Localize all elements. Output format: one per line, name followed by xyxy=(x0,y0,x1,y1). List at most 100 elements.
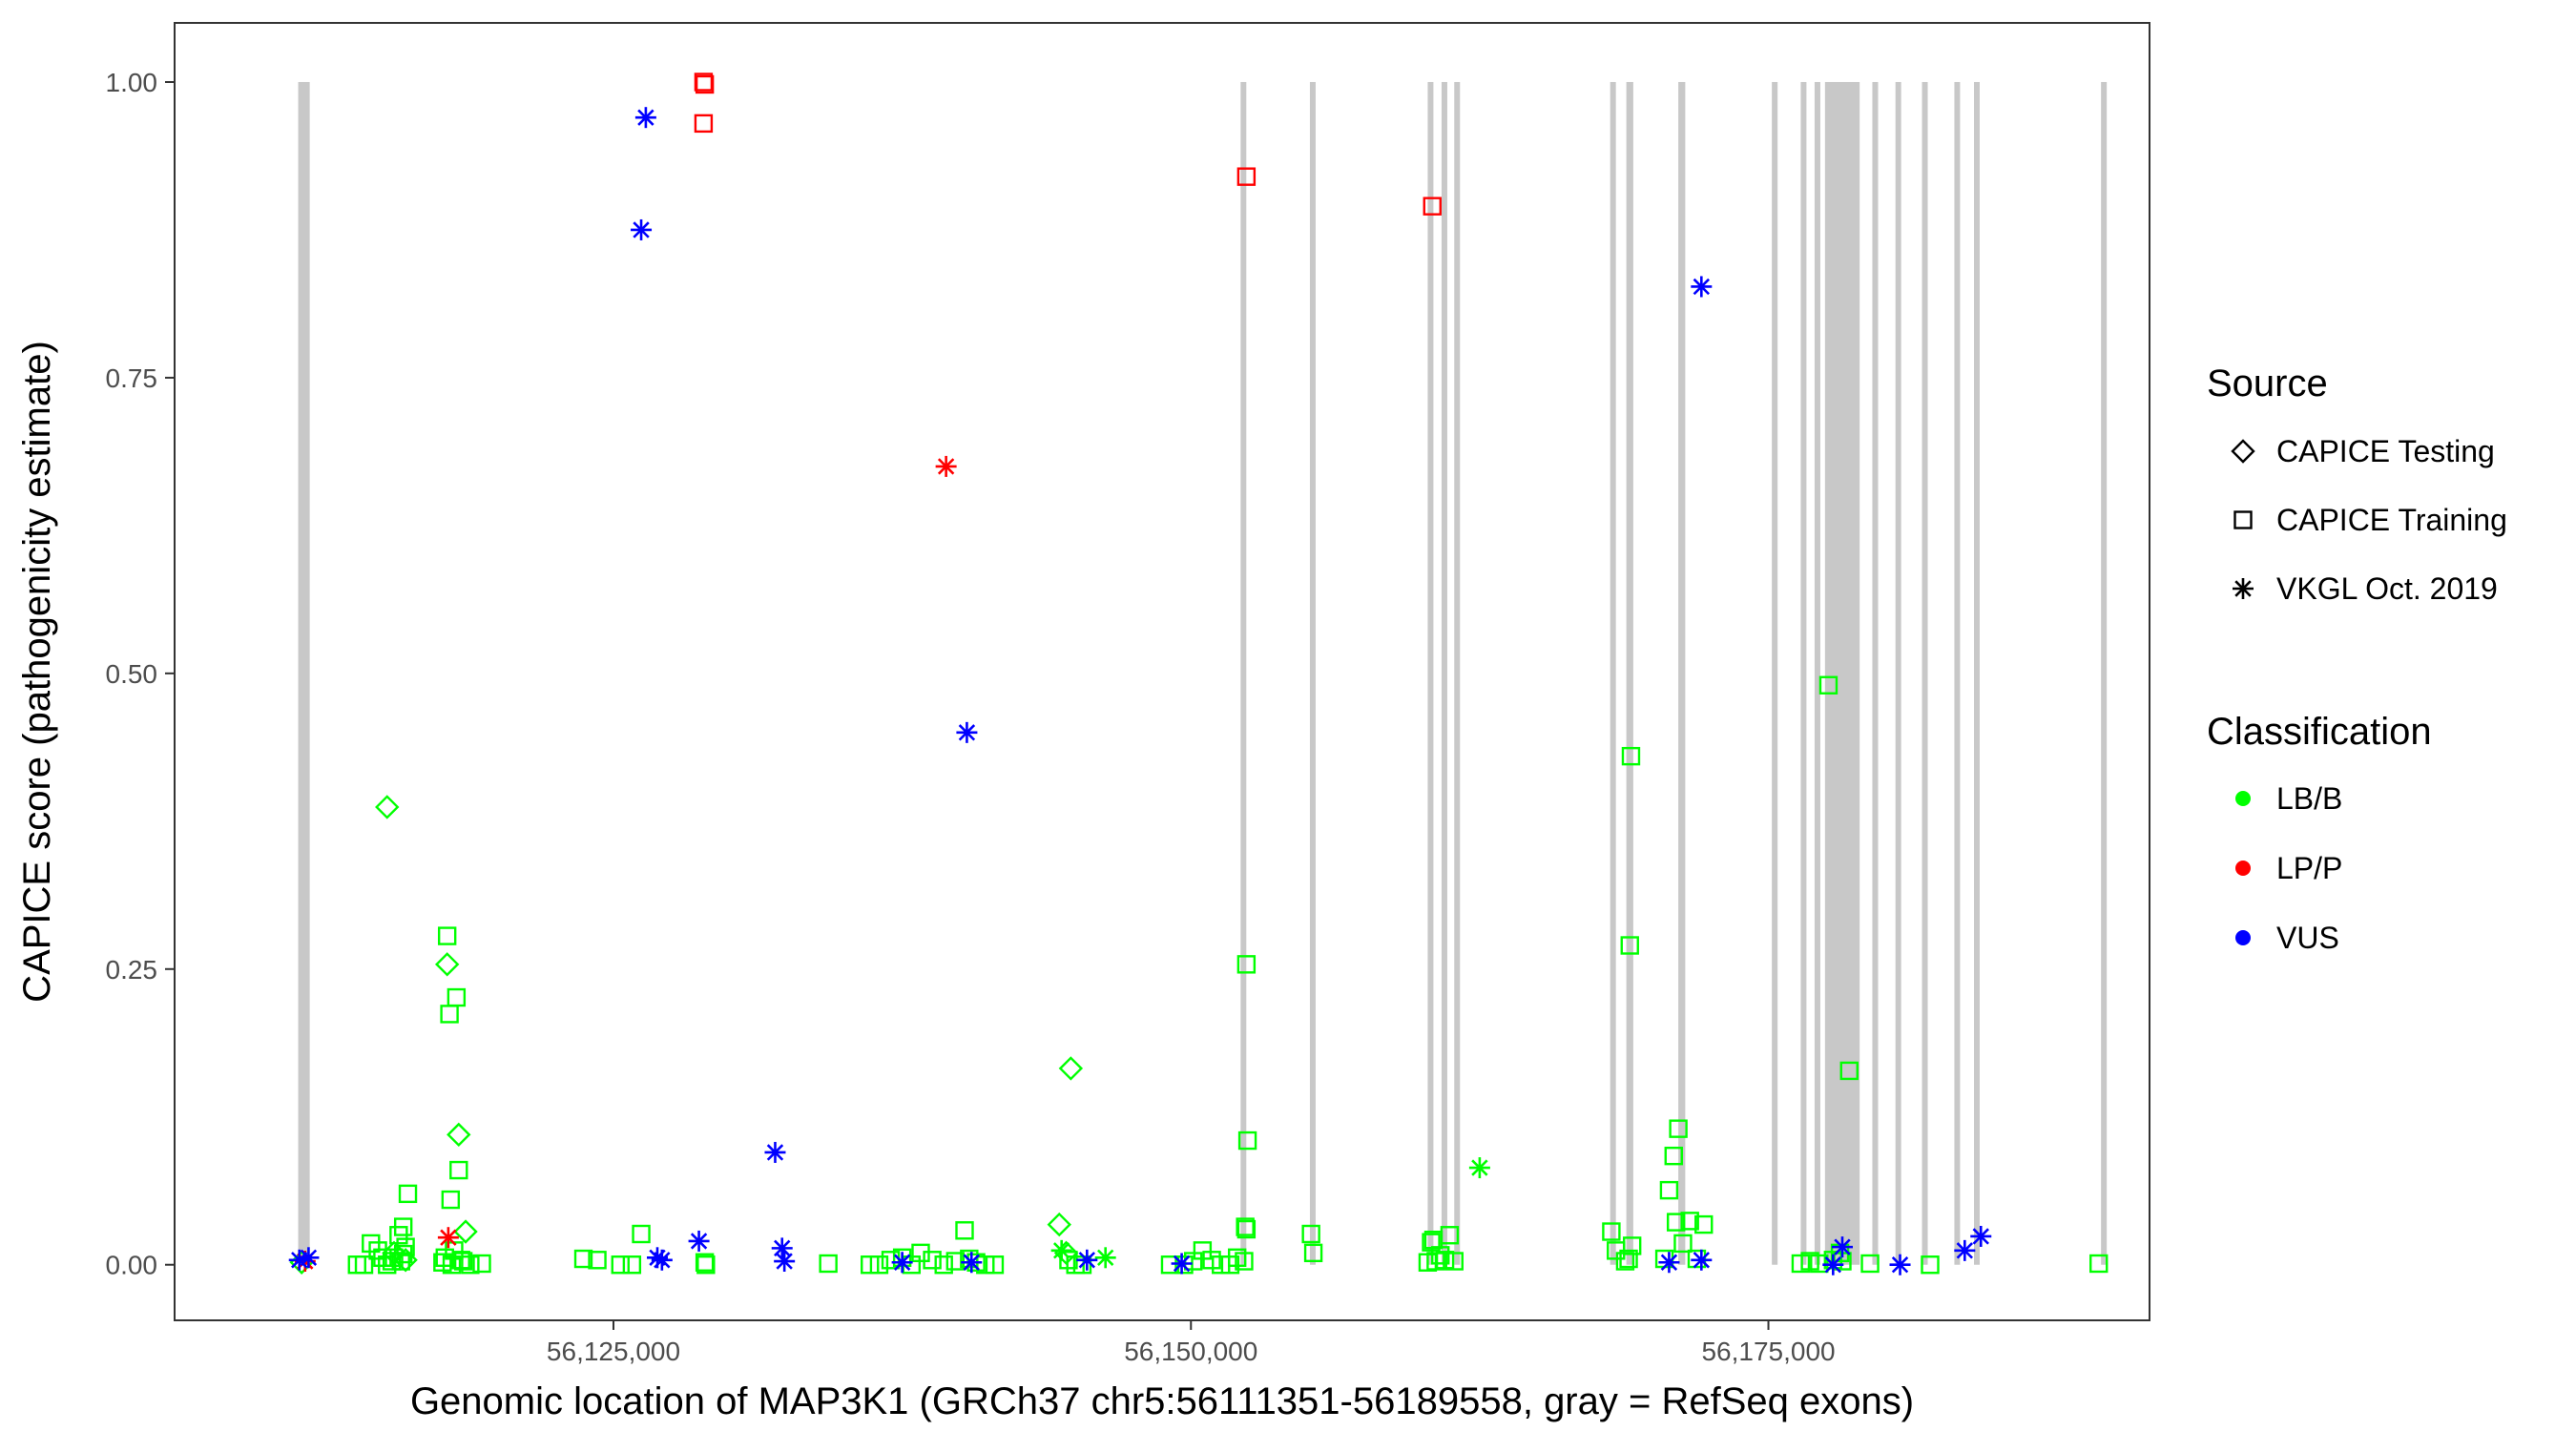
legend-source-label: CAPICE Training xyxy=(2276,503,2507,537)
data-point xyxy=(1227,1248,1247,1267)
exon-band xyxy=(1309,81,1316,1265)
data-point xyxy=(298,1247,320,1269)
data-point xyxy=(1602,1222,1621,1241)
legend-classification-title: Classification xyxy=(2207,711,2432,753)
exon-band xyxy=(1678,81,1686,1265)
x-tick-label: 56,125,000 xyxy=(547,1337,680,1366)
data-point xyxy=(611,1255,630,1275)
data-point xyxy=(440,1005,459,1024)
data-point xyxy=(869,1255,889,1275)
exon-band xyxy=(1954,81,1961,1265)
data-point xyxy=(1921,1255,1940,1275)
data-point xyxy=(449,1160,468,1180)
data-point xyxy=(622,1255,642,1275)
data-point xyxy=(694,114,714,134)
data-point xyxy=(1669,1119,1688,1138)
data-point xyxy=(1423,197,1442,216)
exon-band xyxy=(1814,81,1820,1265)
data-point xyxy=(956,721,978,743)
legend-key-dot xyxy=(2235,930,2251,945)
y-tick-label: 0.25 xyxy=(106,955,158,985)
legend-class-label: VUS xyxy=(2276,921,2339,955)
legend-key-square xyxy=(2233,510,2253,529)
data-point xyxy=(1050,1239,1072,1261)
data-point xyxy=(437,1227,459,1249)
data-point xyxy=(1236,167,1257,186)
exon-band xyxy=(1800,81,1807,1265)
legend-source-label: VKGL Oct. 2019 xyxy=(2276,571,2498,606)
legend-source-label: CAPICE Testing xyxy=(2276,434,2495,468)
data-point xyxy=(354,1255,374,1275)
data-point xyxy=(453,1219,478,1244)
data-point xyxy=(453,1252,473,1271)
exon-band xyxy=(298,81,310,1265)
data-point xyxy=(774,1251,796,1273)
y-axis-title: CAPICE score (pathogenicity estimate) xyxy=(16,341,58,1003)
data-point xyxy=(588,1251,607,1270)
legend-key-asterisk xyxy=(2233,578,2254,599)
data-point xyxy=(382,1240,406,1266)
y-tick-label: 1.00 xyxy=(106,68,158,97)
legend-key-dot xyxy=(2235,791,2251,806)
data-point xyxy=(1236,955,1257,974)
data-point xyxy=(441,1190,461,1210)
data-point xyxy=(1047,1212,1071,1237)
data-point xyxy=(1620,936,1639,955)
data-point xyxy=(1236,1217,1255,1236)
data-point xyxy=(461,1255,480,1275)
data-point xyxy=(1680,1212,1699,1231)
data-point xyxy=(447,987,467,1007)
data-point xyxy=(923,1251,942,1270)
data-point xyxy=(1659,1180,1679,1200)
data-point xyxy=(631,218,653,240)
axes: 0.00 0.25 0.50 0.75 1.00 56,125,000 56,150,000… xyxy=(106,68,1836,1366)
data-point xyxy=(1237,1130,1257,1151)
data-point xyxy=(696,1255,716,1275)
data-point xyxy=(632,1224,651,1244)
data-point xyxy=(393,1217,413,1236)
plot-panel-border xyxy=(174,22,2150,1321)
exon-band xyxy=(1872,81,1879,1265)
data-points xyxy=(288,73,2109,1275)
exon-band xyxy=(1240,81,1247,1265)
data-point xyxy=(634,107,656,129)
y-tick-label: 0.00 xyxy=(106,1251,158,1280)
data-point xyxy=(961,1252,983,1274)
data-point xyxy=(1666,1213,1686,1232)
data-point xyxy=(1301,1224,1320,1244)
y-tick-label: 0.50 xyxy=(106,659,158,689)
data-point xyxy=(694,73,714,92)
data-point xyxy=(1889,1254,1911,1275)
data-point xyxy=(1839,1061,1859,1081)
legend: Source Classification CAPICE Testing CAPI… xyxy=(2207,363,2507,955)
data-point xyxy=(1691,276,1713,298)
x-tick-label: 56,175,000 xyxy=(1701,1337,1835,1366)
data-point xyxy=(764,1141,786,1163)
data-point xyxy=(891,1252,913,1274)
exon-band xyxy=(1922,81,1928,1265)
exon-band xyxy=(1454,81,1461,1265)
exon-bands xyxy=(298,81,2108,1265)
data-point xyxy=(1832,1236,1853,1258)
data-point xyxy=(573,1249,593,1269)
data-point xyxy=(1076,1249,1098,1271)
data-point xyxy=(437,926,457,945)
data-point xyxy=(985,1255,1005,1275)
data-point xyxy=(934,1255,953,1275)
data-point xyxy=(695,1253,715,1272)
data-point xyxy=(1622,1236,1642,1255)
data-point xyxy=(1236,1219,1257,1239)
data-point xyxy=(1694,1214,1714,1234)
data-point xyxy=(1235,1252,1254,1271)
data-point xyxy=(1818,675,1839,695)
data-point xyxy=(382,1252,402,1271)
exon-band xyxy=(1427,81,1434,1265)
exon-band xyxy=(1610,81,1616,1265)
data-point xyxy=(472,1254,491,1274)
y-tick-label: 0.75 xyxy=(106,363,158,393)
data-point xyxy=(935,455,957,477)
data-point xyxy=(1094,1247,1116,1269)
legend-source-title: Source xyxy=(2207,363,2328,404)
data-point xyxy=(1860,1254,1880,1274)
data-point xyxy=(398,1184,418,1204)
